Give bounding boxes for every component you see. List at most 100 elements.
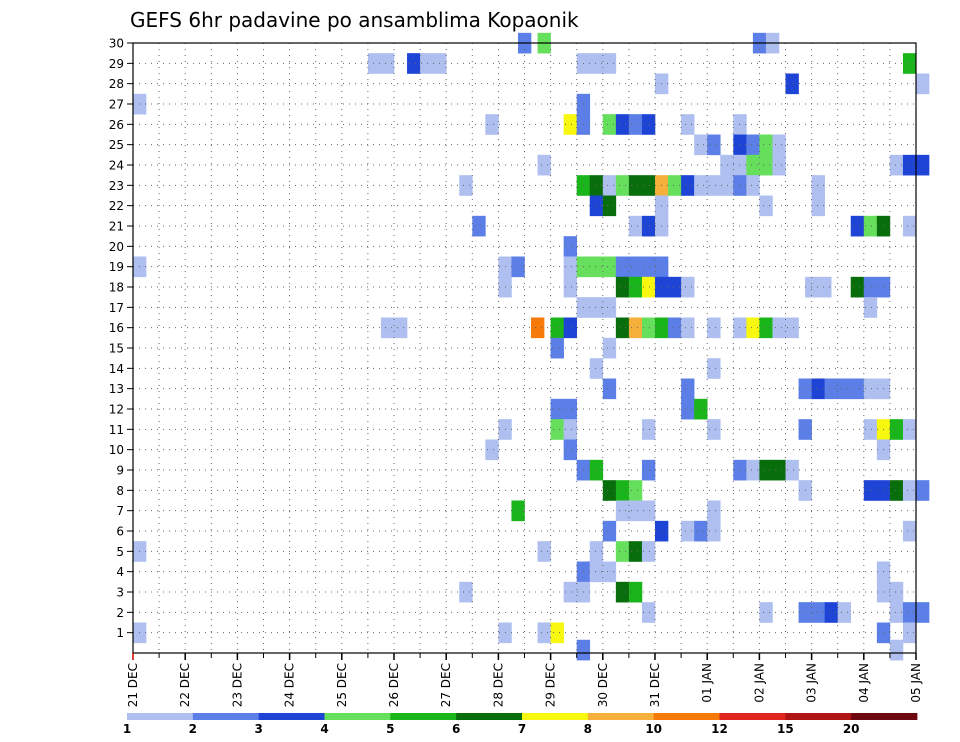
precip-cell: [589, 541, 604, 562]
precip-cell: [563, 317, 577, 339]
precip-cell: [615, 256, 630, 278]
precip-cell: [707, 317, 721, 339]
precip-cell: [707, 358, 721, 379]
colorbar-label: 1: [123, 722, 131, 736]
precip-cell: [863, 297, 878, 318]
colorbar-swatch: [785, 713, 852, 720]
precip-cell: [615, 581, 630, 603]
y-tick-label: 3: [116, 586, 124, 600]
precip-cell: [902, 480, 917, 501]
precip-cell: [707, 500, 721, 522]
precip-cell: [459, 175, 473, 196]
x-tick-label: 03 JAN: [805, 663, 819, 703]
precip-cell: [641, 500, 656, 522]
precip-cell: [485, 114, 499, 135]
precip-cell: [916, 602, 930, 623]
precip-cell: [563, 439, 577, 461]
x-tick-label: 27 DEC: [439, 663, 453, 707]
colorbar-label: 3: [254, 722, 262, 736]
precip-cell: [602, 114, 617, 135]
colorbar-swatch: [127, 713, 194, 720]
x-tick-label: 02 JAN: [752, 663, 766, 703]
precip-cell: [707, 134, 721, 156]
precip-cell: [602, 175, 617, 196]
precip-cell: [850, 215, 865, 237]
precip-cell: [511, 256, 525, 278]
x-tick-label: 25 DEC: [335, 663, 349, 707]
precip-cell: [916, 73, 930, 95]
x-tick-label: 22 DEC: [178, 663, 192, 707]
precip-cell: [694, 175, 708, 196]
y-tick-label: 6: [116, 525, 124, 539]
precip-cell: [537, 622, 551, 644]
precip-cell: [407, 53, 421, 74]
y-tick-label: 13: [109, 382, 124, 396]
precip-cell: [602, 256, 617, 278]
precip-cell: [550, 337, 564, 359]
colorbar-label: 15: [777, 722, 794, 736]
y-tick-label: 15: [109, 342, 124, 356]
precip-cell: [537, 541, 551, 562]
x-tick-label: 26 DEC: [387, 663, 401, 707]
precip-cell: [615, 175, 630, 196]
colorbar-swatch: [390, 713, 457, 720]
precip-cell: [641, 215, 656, 237]
precip-cell: [720, 154, 734, 176]
precip-cell: [628, 215, 643, 237]
precip-cell: [641, 114, 656, 135]
precip-cell: [589, 175, 604, 196]
precip-cell: [589, 459, 604, 481]
y-tick-label: 26: [109, 118, 124, 132]
precip-cell: [628, 480, 643, 501]
colorbar-swatch: [522, 713, 589, 720]
precip-cell: [628, 175, 643, 196]
precip-cell: [602, 561, 617, 583]
precip-cell: [563, 581, 577, 603]
precip-cell: [563, 419, 577, 440]
y-tick-label: 12: [109, 403, 124, 417]
precip-cell: [563, 276, 577, 298]
colorbar-swatch: [653, 713, 720, 720]
colorbar-swatch: [851, 713, 918, 720]
precip-cell: [902, 419, 917, 440]
x-tick-label: 04 JAN: [857, 663, 871, 703]
colorbar-label: 4: [320, 722, 328, 736]
precip-cell: [681, 114, 695, 135]
precip-cell: [694, 520, 708, 542]
colorbar-label: 12: [711, 722, 728, 736]
precip-cell: [902, 53, 917, 74]
precip-cell: [537, 154, 551, 176]
precip-cell: [602, 378, 617, 400]
precip-cell: [811, 378, 825, 400]
precip-cell: [889, 639, 904, 661]
precip-cell: [628, 500, 643, 522]
precip-cell: [863, 480, 878, 501]
precip-cell: [759, 459, 773, 481]
precip-cell: [759, 134, 773, 156]
precip-cell: [837, 378, 852, 400]
precip-cell: [602, 480, 617, 501]
precip-cell: [420, 53, 434, 74]
precip-cell: [589, 297, 604, 318]
precip-cell: [902, 520, 917, 542]
y-tick-label: 8: [116, 484, 124, 498]
precip-cell: [589, 53, 604, 74]
cells-layer: [133, 32, 930, 661]
precip-cell: [602, 520, 617, 542]
precip-cell: [746, 459, 760, 481]
precip-cell: [602, 297, 617, 318]
precip-cell: [628, 256, 643, 278]
precip-cell: [641, 602, 656, 623]
colorbar-label: 8: [584, 722, 592, 736]
y-tick-label: 7: [116, 504, 124, 518]
precip-cell: [641, 256, 656, 278]
precip-cell: [641, 459, 656, 481]
precip-cell: [889, 480, 904, 501]
precip-cell: [472, 215, 486, 237]
precip-cell: [367, 53, 382, 74]
y-tick-label: 5: [116, 545, 124, 559]
precip-cell: [628, 317, 643, 339]
precip-cell: [681, 398, 695, 420]
precip-cell: [746, 134, 760, 156]
colorbar-label: 5: [386, 722, 394, 736]
